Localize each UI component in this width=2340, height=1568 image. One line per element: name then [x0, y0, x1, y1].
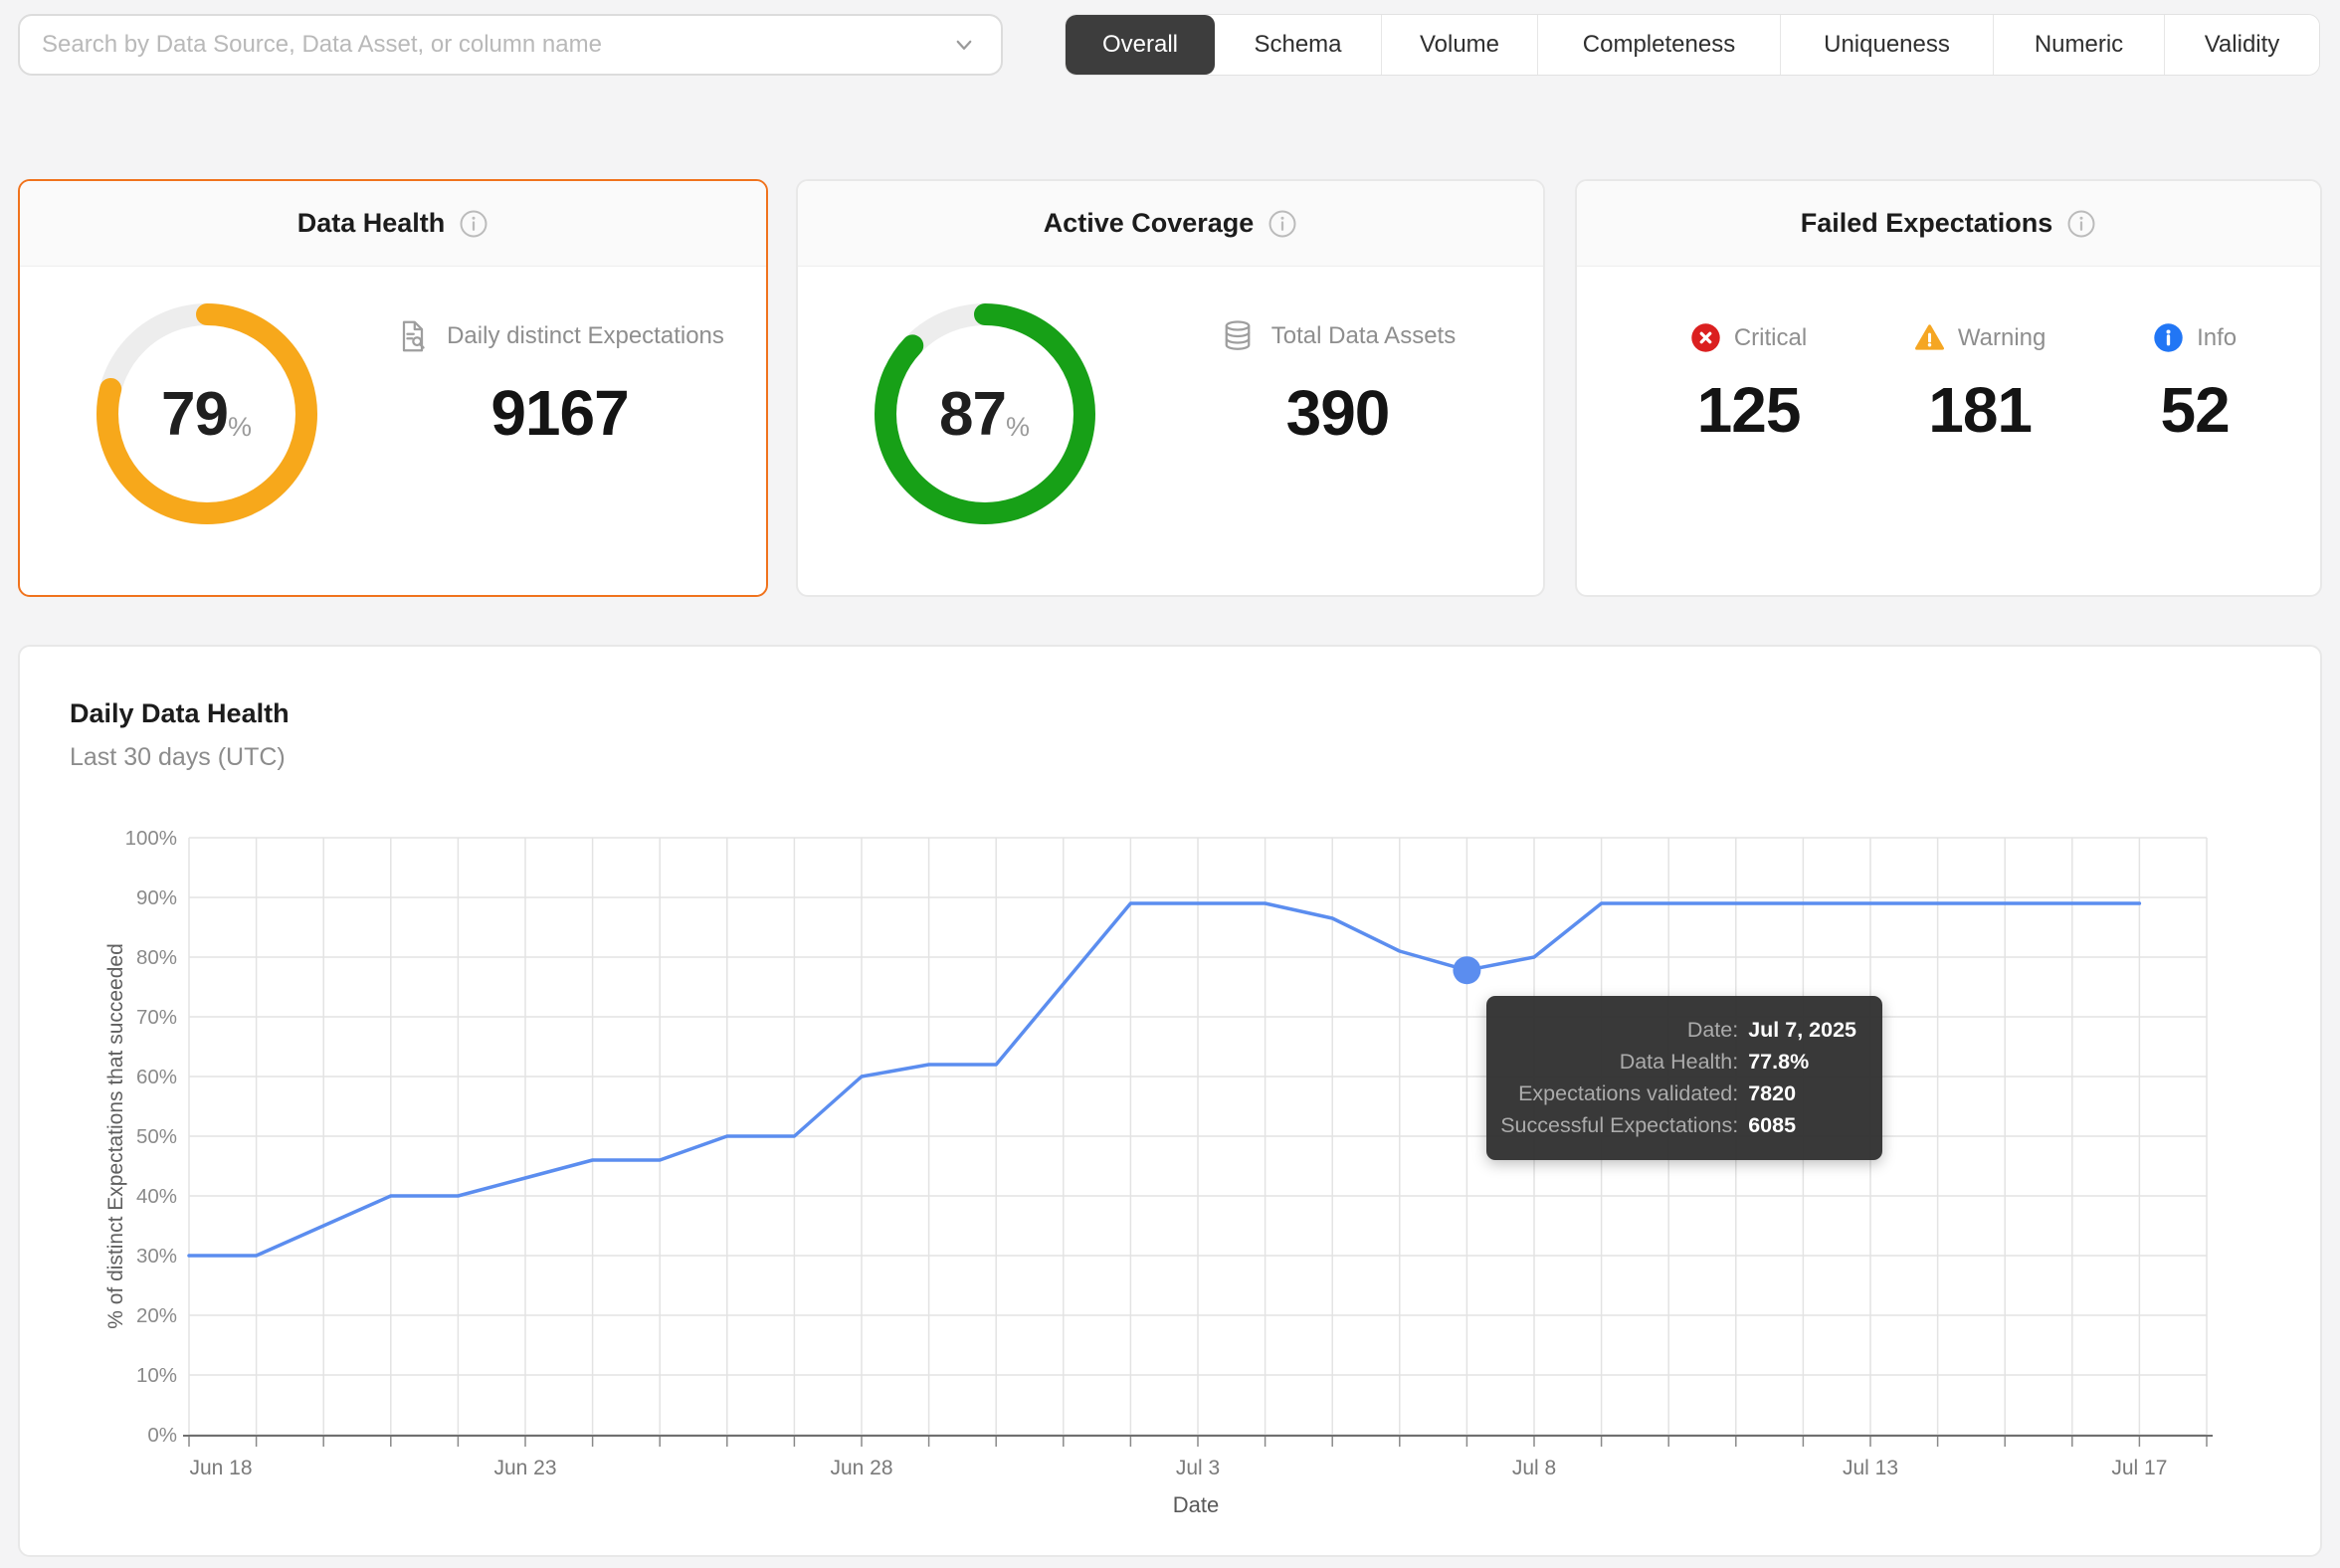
tab-validity[interactable]: Validity	[2165, 15, 2319, 75]
data-health-card[interactable]: Data Health 79 %	[18, 179, 768, 597]
tab-volume[interactable]: Volume	[1382, 15, 1538, 75]
failed-expectations-card-header: Failed Expectations	[1577, 181, 2320, 267]
tab-completeness[interactable]: Completeness	[1538, 15, 1781, 75]
daily-distinct-expectations-label: Daily distinct Expectations	[447, 322, 724, 349]
failed-expectations-card[interactable]: Failed Expectations Critical 125	[1575, 179, 2322, 597]
total-data-assets-label: Total Data Assets	[1270, 322, 1457, 349]
svg-text:90%: 90%	[136, 886, 177, 909]
failed-expectations-title: Failed Expectations	[1800, 208, 2053, 238]
metric-tab-strip: Overall Schema Volume Completeness Uniqu…	[1065, 14, 2320, 76]
active-coverage-card-body: 87 % Total Data Assets 390	[798, 267, 1543, 595]
info-icon[interactable]	[1268, 209, 1297, 239]
svg-text:Jul 3: Jul 3	[1176, 1457, 1220, 1479]
svg-text:Jul 13: Jul 13	[1843, 1457, 1898, 1479]
search-box[interactable]	[18, 14, 1003, 76]
warning-severity[interactable]: Warning 181	[1914, 322, 2047, 595]
tab-numeric[interactable]: Numeric	[1994, 15, 2165, 75]
data-health-percent-suffix: %	[227, 411, 252, 442]
data-health-card-body: 79 % Daily distinct Expectations	[20, 267, 766, 595]
active-coverage-card[interactable]: Active Coverage 87 %	[796, 179, 1545, 597]
svg-text:30%: 30%	[136, 1245, 177, 1268]
info-icon[interactable]	[459, 209, 488, 239]
tab-schema[interactable]: Schema	[1215, 15, 1382, 75]
critical-count: 125	[1696, 374, 1802, 446]
active-coverage-percent: 87	[939, 379, 1007, 449]
data-health-donut: 79 %	[96, 302, 318, 525]
data-health-title: Data Health	[296, 208, 446, 238]
tab-uniqueness[interactable]: Uniqueness	[1781, 15, 1994, 75]
svg-text:Jun 18: Jun 18	[189, 1457, 252, 1479]
chart-title: Daily Data Health	[70, 698, 290, 728]
tooltip-validated-label: Expectations validated:	[1518, 1081, 1739, 1105]
failed-expectations-card-body: Critical 125 Warning 181	[1577, 267, 2320, 595]
daily-data-health-chart[interactable]: 0% 10% 20% 30% 40% 50% 60% 70% 80% 90% 100% Jun 18 J…	[20, 647, 2324, 1559]
tooltip-health-label: Data Health:	[1619, 1050, 1739, 1074]
active-coverage-donut: 87 %	[874, 302, 1096, 525]
svg-text:50%: 50%	[136, 1125, 177, 1148]
critical-label: Critical	[1733, 323, 1808, 351]
document-search-icon	[402, 320, 425, 352]
info-count: 52	[2160, 374, 2231, 446]
svg-text:80%: 80%	[136, 946, 177, 969]
svg-text:0%: 0%	[147, 1424, 177, 1447]
svg-text:20%: 20%	[136, 1304, 177, 1327]
search-input[interactable]	[42, 31, 949, 59]
svg-text:Date: Date	[1173, 1492, 1219, 1517]
warning-count: 181	[1928, 374, 2033, 446]
tooltip-health-value: 77.8%	[1748, 1050, 1810, 1074]
critical-severity[interactable]: Critical 125	[1690, 322, 1808, 595]
critical-icon	[1691, 323, 1720, 352]
tooltip-date-label: Date:	[1686, 1018, 1739, 1042]
active-coverage-title: Active Coverage	[1043, 208, 1255, 238]
svg-text:Jun 23: Jun 23	[493, 1457, 556, 1479]
info-severity[interactable]: Info 52	[2153, 322, 2238, 595]
active-coverage-percent-suffix: %	[1005, 411, 1030, 442]
total-data-assets-value: 390	[1285, 377, 1391, 449]
svg-text:Jul 17: Jul 17	[2111, 1457, 2167, 1479]
warning-label: Warning	[1957, 323, 2047, 351]
tab-overall[interactable]: Overall	[1066, 15, 1215, 75]
svg-text:70%: 70%	[136, 1006, 177, 1029]
tooltip-date-value: Jul 7, 2025	[1748, 1018, 1856, 1042]
chart-subtitle: Last 30 days (UTC)	[70, 743, 286, 771]
svg-text:40%: 40%	[136, 1185, 177, 1208]
data-health-percent: 79	[161, 379, 229, 449]
highlighted-data-point[interactable]	[1453, 956, 1481, 985]
info-icon[interactable]	[2066, 209, 2096, 239]
svg-text:Jul 8: Jul 8	[1512, 1457, 1556, 1479]
data-health-card-header: Data Health	[20, 181, 766, 267]
tooltip-successful-value: 6085	[1748, 1113, 1797, 1137]
active-coverage-card-header: Active Coverage	[798, 181, 1543, 267]
info-severity-icon	[2154, 323, 2183, 352]
daily-data-health-chart-card: Daily Data Health Last 30 days (UTC) % o…	[18, 645, 2322, 1557]
tooltip-successful-label: Successful Expectations:	[1500, 1113, 1739, 1137]
info-label: Info	[2197, 323, 2238, 351]
svg-text:Jun 28: Jun 28	[830, 1457, 892, 1479]
tooltip-validated-value: 7820	[1748, 1081, 1797, 1105]
chart-tooltip: Date: Jul 7, 2025 Data Health: 77.8% Exp…	[1486, 996, 1882, 1160]
chevron-down-icon[interactable]	[949, 30, 979, 60]
svg-text:60%: 60%	[136, 1066, 177, 1088]
svg-text:10%: 10%	[136, 1364, 177, 1387]
warning-icon	[1914, 324, 1944, 350]
svg-text:100%: 100%	[125, 827, 177, 850]
daily-distinct-expectations-value: 9167	[490, 377, 629, 449]
database-icon	[1225, 320, 1251, 350]
